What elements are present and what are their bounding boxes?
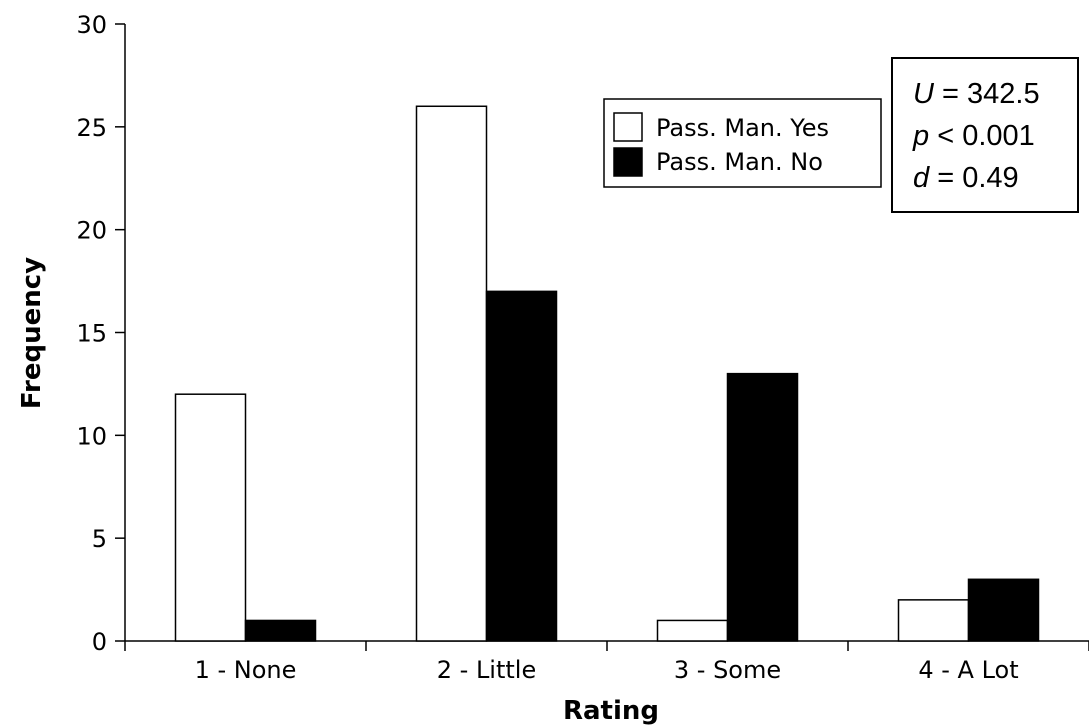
stats-p-line: p < 0.001 [912, 120, 1035, 152]
legend: Pass. Man. Yes Pass. Man. No [603, 98, 882, 188]
y-tick-label: 20 [76, 217, 107, 245]
stats-d-line: d = 0.49 [913, 162, 1019, 194]
bar-pass-man-yes [415, 105, 488, 642]
legend-frame [603, 98, 882, 188]
legend-swatch-pass-man-yes [613, 112, 643, 142]
bar-pass-man-yes [174, 393, 247, 642]
bar-pass-man-no [726, 372, 799, 642]
y-tick-label: 5 [92, 525, 107, 553]
y-axis: 0 5 10 15 20 25 30 [76, 11, 126, 656]
bar-pass-man-no [244, 619, 317, 642]
legend-swatch-pass-man-no [613, 147, 643, 177]
stats-u-line: U = 342.5 [913, 78, 1040, 110]
stats-frame [891, 57, 1079, 213]
stats-annotation: U = 342.5 p < 0.001 d = 0.49 [891, 57, 1079, 213]
x-axis-title: Rating [563, 696, 659, 726]
legend-label-pass-man-no: Pass. Man. No [656, 148, 823, 176]
y-axis-title: Frequency [17, 257, 47, 409]
y-tick-label: 30 [76, 11, 107, 39]
y-tick-label: 0 [92, 628, 107, 656]
x-tick-label: 2 - Little [437, 656, 536, 684]
legend-label-pass-man-yes: Pass. Man. Yes [656, 114, 829, 142]
x-tick-label: 4 - A Lot [918, 656, 1018, 684]
bar-pass-man-no [485, 290, 558, 642]
y-tick-label: 10 [76, 422, 107, 450]
x-tick-label: 3 - Some [674, 656, 781, 684]
x-tick-label: 1 - None [195, 656, 297, 684]
x-axis: 1 - None 2 - Little 3 - Some 4 - A Lot [124, 640, 1089, 684]
y-tick-label: 15 [76, 320, 107, 348]
y-tick-label: 25 [76, 114, 107, 142]
bars [174, 105, 1040, 642]
bar-pass-man-yes [897, 599, 970, 642]
bar-pass-man-no [967, 578, 1040, 642]
bar-pass-man-yes [656, 619, 729, 642]
